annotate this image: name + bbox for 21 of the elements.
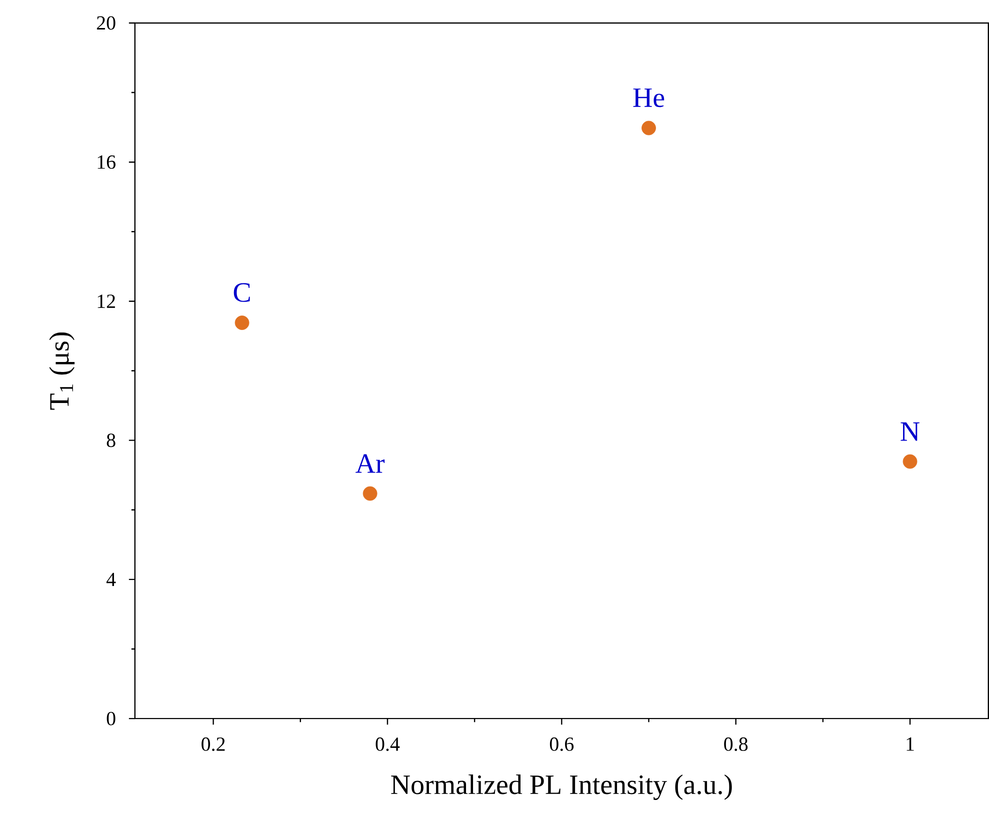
- point: [234, 316, 250, 330]
- y-tick-label: 4: [106, 573, 116, 586]
- annotation: C: [234, 283, 250, 302]
- point: [642, 121, 656, 136]
- y-tick-label: 8: [106, 434, 116, 448]
- y-tick-label: 12: [98, 294, 115, 308]
- annotation: N: [900, 422, 920, 441]
- x-tick-label: 0.6: [550, 738, 574, 752]
- y-tick-label: 0: [106, 712, 116, 726]
- y-tick-label: 16: [98, 156, 116, 170]
- y-axis-title: T$_{1}$ (μs): [49, 332, 75, 410]
- x-axis-title: Normalized PL Intensity (a.u.): [391, 774, 732, 800]
- x-tick-label: 0.2: [202, 738, 225, 752]
- x-tick-label: 0.8: [724, 738, 748, 752]
- x-tick-label: 0.4: [376, 738, 400, 752]
- x-tick-label: 1: [906, 738, 914, 751]
- annotation: Ar: [356, 454, 385, 473]
- point: [902, 454, 918, 469]
- annotation: He: [633, 88, 664, 108]
- y-tick-label: 20: [96, 16, 116, 30]
- point: [362, 486, 378, 501]
